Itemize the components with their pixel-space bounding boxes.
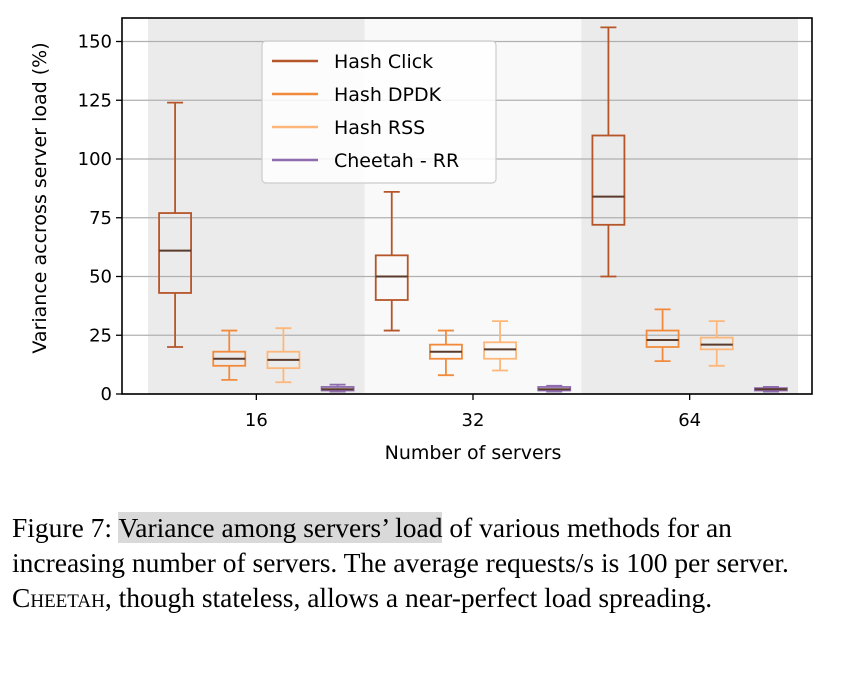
- figure-caption: Figure 7: Variance among servers’ load o…: [12, 510, 842, 615]
- box-3-2: [754, 386, 788, 393]
- caption-highlight: Variance among servers’ load: [118, 512, 443, 543]
- caption-text-2: , though stateless, allows a near-perfec…: [104, 582, 713, 613]
- caption-prefix: Figure 7:: [12, 512, 119, 543]
- x-axis-ticks: 16 32 64: [245, 394, 701, 431]
- box-0-0: [158, 101, 192, 348]
- caption-text-1: of various methods for an increasing num…: [12, 512, 789, 578]
- box-iqr: [483, 341, 517, 360]
- x-axis-label: Number of servers: [385, 442, 562, 464]
- y-tick-label: 50: [89, 267, 112, 288]
- y-axis-ticks: 0 25 50 75 100 125 150: [78, 32, 122, 405]
- box-series: [158, 26, 788, 393]
- legend-label: Hash DPDK: [334, 84, 442, 106]
- box-3-0: [320, 383, 355, 393]
- caption-method-name: Cheetah: [12, 582, 105, 613]
- y-tick-label: 100: [78, 149, 112, 170]
- box-0-1: [374, 190, 409, 332]
- box-3-1: [537, 384, 572, 393]
- y-axis-label: Variance accross server load (%): [29, 42, 51, 353]
- legend: Hash Click Hash DPDK Hash RSS Cheetah - RR: [261, 40, 497, 184]
- y-tick-label: 0: [101, 384, 112, 405]
- box-2-1: [483, 320, 517, 372]
- y-tick-label: 25: [89, 325, 112, 346]
- box-1-2: [645, 308, 680, 363]
- box-1-0: [212, 329, 247, 381]
- box-iqr: [374, 254, 409, 301]
- box-1-1: [429, 329, 463, 377]
- caption-method-initial: C: [12, 582, 31, 613]
- box-iqr: [591, 134, 626, 226]
- legend-label: Hash Click: [334, 51, 433, 73]
- box-2-2: [699, 320, 734, 367]
- x-tick-label: 16: [245, 410, 268, 431]
- x-tick-label: 32: [462, 410, 485, 431]
- x-tick-label: 64: [678, 410, 701, 431]
- box-plot-chart: 0 25 50 75 100 125 150 16 32 64 Number of server…: [29, 17, 813, 464]
- caption-method-rest: heetah: [30, 582, 105, 613]
- box-iqr: [699, 336, 734, 351]
- legend-box: [261, 40, 497, 184]
- category-band: [581, 18, 798, 394]
- legend-label: Cheetah - RR: [334, 150, 459, 172]
- plot-frame: [121, 17, 813, 395]
- y-tick-label: 150: [78, 32, 112, 53]
- y-tick-label: 125: [78, 90, 112, 111]
- box-iqr: [645, 329, 680, 348]
- box-0-2: [591, 26, 626, 278]
- y-tick-label: 75: [89, 208, 112, 229]
- legend-label: Hash RSS: [334, 117, 425, 139]
- box-iqr: [158, 212, 192, 294]
- box-2-0: [266, 327, 301, 384]
